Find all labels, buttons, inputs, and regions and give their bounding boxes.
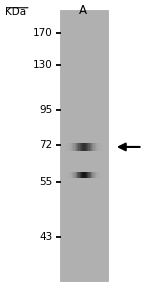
Bar <box>77 172 78 178</box>
Bar <box>78 172 80 178</box>
Bar <box>99 143 101 151</box>
Bar <box>97 172 98 178</box>
Bar <box>101 172 102 178</box>
Bar <box>60 10 108 281</box>
Bar <box>75 172 76 178</box>
Bar <box>81 143 82 151</box>
Text: 170: 170 <box>33 28 52 38</box>
Bar <box>96 143 97 151</box>
Bar <box>83 143 84 151</box>
Bar <box>82 172 83 178</box>
Text: 72: 72 <box>39 140 52 150</box>
Bar <box>98 172 99 178</box>
Bar <box>76 172 77 178</box>
Bar <box>71 143 72 151</box>
Text: KDa: KDa <box>4 7 26 17</box>
Bar <box>94 172 96 178</box>
Bar <box>80 143 81 151</box>
Bar <box>71 172 72 178</box>
Bar <box>99 172 101 178</box>
Bar <box>88 172 90 178</box>
Bar <box>87 143 88 151</box>
Bar <box>76 143 77 151</box>
Bar <box>73 143 75 151</box>
Bar <box>67 143 68 151</box>
Bar <box>80 172 81 178</box>
Bar <box>64 172 66 178</box>
Bar <box>69 172 71 178</box>
Bar <box>66 172 67 178</box>
Text: A: A <box>79 4 87 17</box>
Bar <box>90 172 91 178</box>
Bar <box>84 172 86 178</box>
Text: 130: 130 <box>33 60 52 69</box>
Bar <box>92 172 93 178</box>
Bar <box>68 172 69 178</box>
Bar <box>86 143 87 151</box>
Bar <box>83 172 84 178</box>
Bar <box>72 172 73 178</box>
Bar <box>96 172 97 178</box>
Bar <box>97 143 98 151</box>
Text: 43: 43 <box>39 232 52 242</box>
Bar <box>90 143 91 151</box>
Bar <box>92 143 93 151</box>
Text: 55: 55 <box>39 177 52 187</box>
Bar <box>87 172 88 178</box>
Bar <box>78 143 80 151</box>
Bar <box>98 143 99 151</box>
Bar <box>94 143 96 151</box>
Bar <box>93 143 94 151</box>
Bar <box>93 172 94 178</box>
Bar <box>68 143 69 151</box>
Bar <box>75 143 76 151</box>
Bar <box>73 172 75 178</box>
Bar <box>88 143 90 151</box>
Bar <box>91 143 92 151</box>
Bar <box>101 143 102 151</box>
Bar <box>86 172 87 178</box>
Bar <box>82 143 83 151</box>
Bar <box>81 172 82 178</box>
Bar <box>91 172 92 178</box>
Bar <box>66 143 67 151</box>
Bar <box>77 143 78 151</box>
Bar <box>67 172 68 178</box>
Bar <box>72 143 73 151</box>
Bar <box>69 143 71 151</box>
Bar <box>64 143 66 151</box>
Bar <box>84 143 86 151</box>
Text: 95: 95 <box>39 106 52 115</box>
